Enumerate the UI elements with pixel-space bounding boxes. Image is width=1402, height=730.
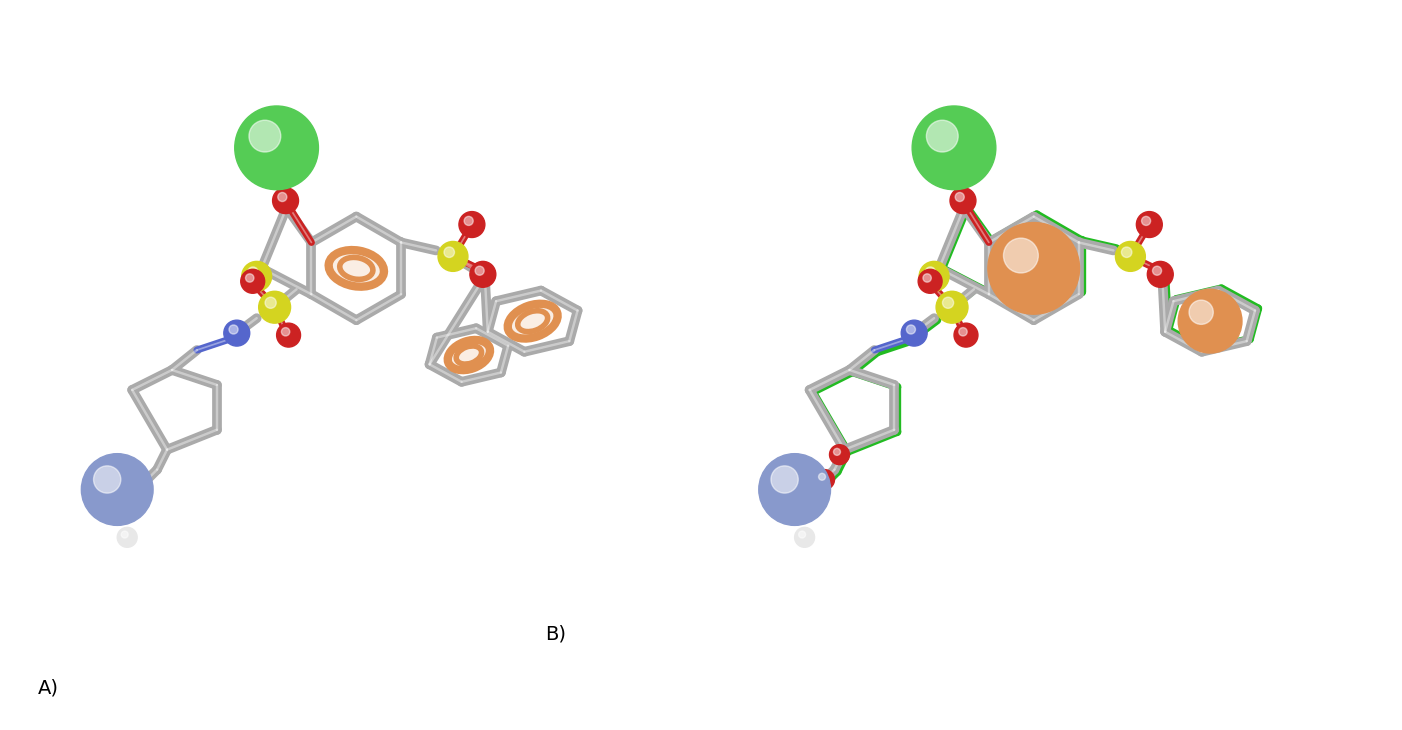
Circle shape [918,269,942,293]
Circle shape [937,291,967,323]
Circle shape [265,297,276,308]
Circle shape [464,216,474,226]
Circle shape [282,328,290,336]
Circle shape [1116,242,1145,272]
Circle shape [276,323,300,347]
Circle shape [272,188,299,214]
Circle shape [1152,266,1162,275]
Circle shape [913,106,995,190]
Circle shape [444,247,454,258]
Circle shape [925,267,935,277]
Circle shape [475,266,484,275]
Text: B): B) [545,624,566,643]
Ellipse shape [508,304,558,339]
Circle shape [799,531,806,538]
Circle shape [901,320,927,346]
Circle shape [245,274,254,283]
Ellipse shape [447,340,491,370]
Circle shape [241,269,265,293]
Circle shape [437,242,468,272]
Circle shape [241,261,272,291]
Circle shape [1141,216,1151,226]
Ellipse shape [328,250,384,287]
Circle shape [1004,238,1039,273]
Circle shape [118,527,137,548]
Circle shape [81,453,153,526]
Circle shape [94,466,121,493]
Circle shape [927,120,958,152]
Circle shape [955,193,965,201]
Circle shape [1122,247,1131,258]
Circle shape [1189,300,1213,324]
Circle shape [121,531,128,538]
Circle shape [771,466,798,493]
Circle shape [234,106,318,190]
Circle shape [259,291,290,323]
Circle shape [959,328,967,336]
Circle shape [988,223,1080,314]
Circle shape [942,297,953,308]
Circle shape [834,448,840,456]
Circle shape [920,261,949,291]
Circle shape [458,212,485,237]
Circle shape [1147,261,1173,288]
Circle shape [278,193,287,201]
Circle shape [923,274,931,283]
Circle shape [830,445,850,464]
Circle shape [758,453,830,526]
Circle shape [795,527,815,548]
Circle shape [229,325,238,334]
Circle shape [248,267,258,277]
Circle shape [951,188,976,214]
Circle shape [1178,289,1242,353]
Circle shape [953,323,979,347]
Circle shape [819,473,826,480]
Circle shape [250,120,280,152]
Text: A): A) [38,679,59,698]
Circle shape [815,469,834,490]
Circle shape [1137,212,1162,237]
Circle shape [224,320,250,346]
Circle shape [907,325,916,334]
Circle shape [470,261,496,288]
